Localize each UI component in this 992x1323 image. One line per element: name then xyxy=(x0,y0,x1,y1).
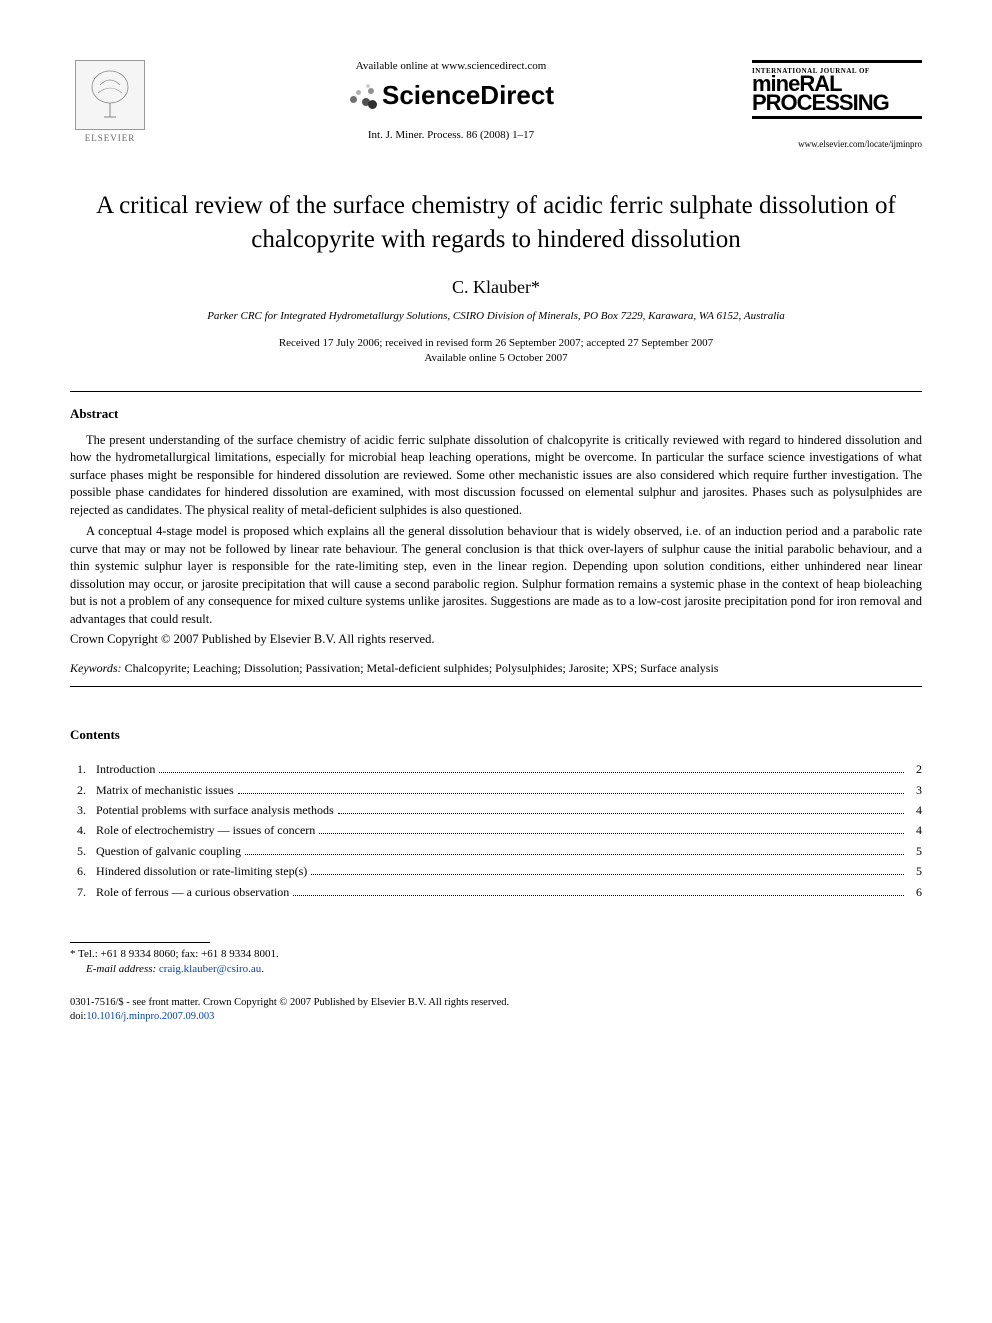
elsevier-logo: ELSEVIER xyxy=(70,60,150,145)
dates-line-1: Received 17 July 2006; received in revis… xyxy=(70,336,922,351)
toc-number: 7. xyxy=(70,882,96,902)
toc-dots xyxy=(245,854,904,855)
footer-bottom: 0301-7516/$ - see front matter. Crown Co… xyxy=(70,996,922,1025)
toc-dots xyxy=(319,833,904,834)
doi-line: doi:10.1016/j.minpro.2007.09.003 xyxy=(70,1010,922,1025)
toc-page: 2 xyxy=(908,759,922,779)
toc-title: Hindered dissolution or rate-limiting st… xyxy=(96,861,307,881)
available-online-text: Available online at www.sciencedirect.co… xyxy=(150,60,752,72)
toc-number: 1. xyxy=(70,759,96,779)
author-line: C. Klauber* xyxy=(70,277,922,298)
toc-page: 4 xyxy=(908,800,922,820)
footer: * Tel.: +61 8 9334 8060; fax: +61 8 9334… xyxy=(70,942,922,1025)
citation-text: Int. J. Miner. Process. 86 (2008) 1–17 xyxy=(150,129,752,141)
toc-page: 4 xyxy=(908,820,922,840)
toc-title: Question of galvanic coupling xyxy=(96,841,241,861)
header-row: ELSEVIER Available online at www.science… xyxy=(70,60,922,149)
toc-row[interactable]: 4.Role of electrochemistry — issues of c… xyxy=(70,820,922,840)
toc-row[interactable]: 5.Question of galvanic coupling 5 xyxy=(70,841,922,861)
toc-page: 3 xyxy=(908,780,922,800)
center-header: Available online at www.sciencedirect.co… xyxy=(150,60,752,141)
abstract-heading: Abstract xyxy=(70,406,922,422)
divider xyxy=(70,686,922,687)
email-line: E-mail address: craig.klauber@csiro.au. xyxy=(70,962,922,977)
toc-page: 6 xyxy=(908,882,922,902)
sciencedirect-dots-icon xyxy=(348,82,376,110)
toc-number: 6. xyxy=(70,861,96,881)
corresponding-author: * Tel.: +61 8 9334 8060; fax: +61 8 9334… xyxy=(70,947,922,962)
doi-link[interactable]: 10.1016/j.minpro.2007.09.003 xyxy=(86,1011,214,1022)
issn-line: 0301-7516/$ - see front matter. Crown Co… xyxy=(70,996,922,1011)
toc-page: 5 xyxy=(908,861,922,881)
toc-number: 3. xyxy=(70,800,96,820)
article-title: A critical review of the surface chemist… xyxy=(70,189,922,257)
toc-row[interactable]: 7.Role of ferrous — a curious observatio… xyxy=(70,882,922,902)
affiliation: Parker CRC for Integrated Hydrometallurg… xyxy=(70,310,922,322)
toc-dots xyxy=(159,772,904,773)
email-label: E-mail address: xyxy=(86,963,156,975)
contents-heading: Contents xyxy=(70,727,922,743)
toc-number: 4. xyxy=(70,820,96,840)
toc-page: 5 xyxy=(908,841,922,861)
journal-url: www.elsevier.com/locate/ijminpro xyxy=(752,139,922,149)
toc-dots xyxy=(293,895,904,896)
doi-label: doi: xyxy=(70,1011,86,1022)
toc-title: Potential problems with surface analysis… xyxy=(96,800,334,820)
journal-logo-box: INTERNATIONAL JOURNAL OF mineRAL PROCESS… xyxy=(752,60,922,149)
toc-title: Matrix of mechanistic issues xyxy=(96,780,234,800)
toc-title: Role of electrochemistry — issues of con… xyxy=(96,820,315,840)
toc-row[interactable]: 3.Potential problems with surface analys… xyxy=(70,800,922,820)
toc-number: 5. xyxy=(70,841,96,861)
corr-text: Tel.: +61 8 9334 8060; fax: +61 8 9334 8… xyxy=(76,948,279,960)
toc-row[interactable]: 1.Introduction 2 xyxy=(70,759,922,779)
author-name: C. Klauber xyxy=(452,277,531,297)
publisher-name: ELSEVIER xyxy=(85,133,136,143)
toc-number: 2. xyxy=(70,780,96,800)
toc-title: Introduction xyxy=(96,759,155,779)
elsevier-tree-icon xyxy=(75,60,145,130)
toc-row[interactable]: 6.Hindered dissolution or rate-limiting … xyxy=(70,861,922,881)
toc-dots xyxy=(311,874,904,875)
toc-list: 1.Introduction22.Matrix of mechanistic i… xyxy=(70,759,922,902)
abstract-paragraph-1: The present understanding of the surface… xyxy=(70,432,922,520)
toc-title: Role of ferrous — a curious observation xyxy=(96,882,289,902)
keywords-label: Keywords: xyxy=(70,661,122,675)
sciencedirect-logo: ScienceDirect xyxy=(150,80,752,111)
dates-line-2: Available online 5 October 2007 xyxy=(70,351,922,366)
toc-dots xyxy=(338,813,904,814)
article-dates: Received 17 July 2006; received in revis… xyxy=(70,336,922,367)
email-link[interactable]: craig.klauber@csiro.au xyxy=(159,963,261,975)
footnote-separator xyxy=(70,942,210,943)
toc-dots xyxy=(238,793,904,794)
abstract-paragraph-2: A conceptual 4-stage model is proposed w… xyxy=(70,523,922,628)
journal-name-2: PROCESSING xyxy=(752,94,922,113)
keywords-text: Chalcopyrite; Leaching; Dissolution; Pas… xyxy=(122,661,719,675)
toc-row[interactable]: 2.Matrix of mechanistic issues 3 xyxy=(70,780,922,800)
author-marker: * xyxy=(531,277,540,297)
email-suffix: . xyxy=(261,963,264,975)
abstract-copyright: Crown Copyright © 2007 Published by Else… xyxy=(70,632,922,647)
divider xyxy=(70,391,922,392)
sciencedirect-text: ScienceDirect xyxy=(382,80,554,111)
keywords-line: Keywords: Chalcopyrite; Leaching; Dissol… xyxy=(70,661,922,676)
journal-logo: INTERNATIONAL JOURNAL OF mineRAL PROCESS… xyxy=(752,60,922,119)
